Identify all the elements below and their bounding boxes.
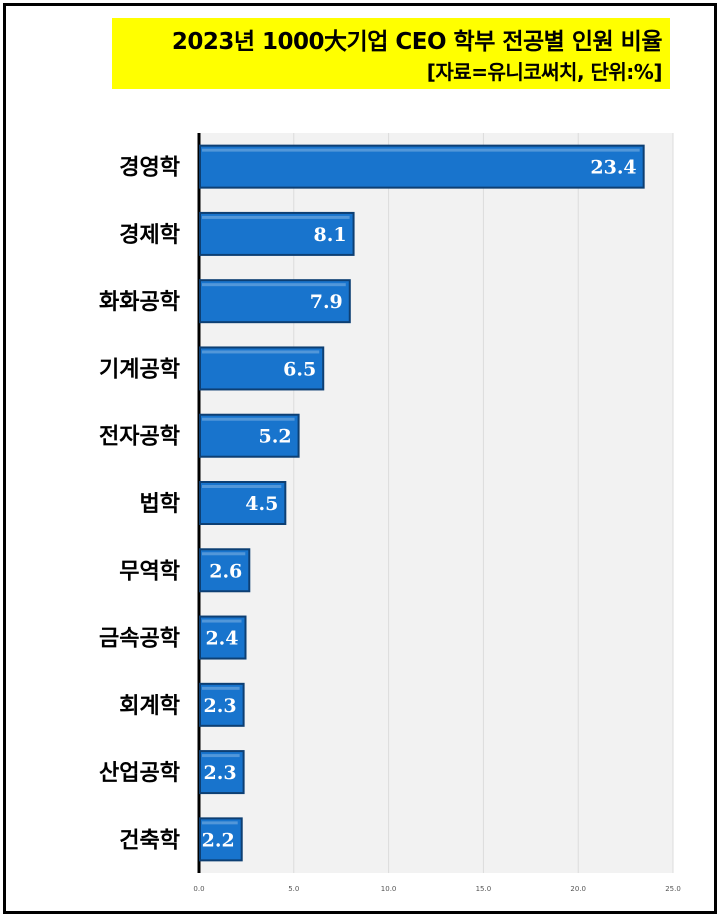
bar-highlight: [202, 552, 246, 556]
bar: [199, 817, 243, 862]
bar: [199, 413, 300, 458]
bar-highlight: [202, 821, 238, 825]
bar-highlight: [202, 215, 350, 219]
bar: [199, 682, 245, 727]
category-label: 회계학: [119, 694, 180, 719]
bar: [199, 750, 245, 795]
bar: [199, 481, 287, 525]
bar-value-label: 8.1: [314, 224, 347, 246]
bar: [199, 548, 251, 593]
chart-title: 2023년 1000大기업 CEO 학부 전공별 인원 비율: [171, 29, 663, 55]
category-label: 경영학: [119, 156, 180, 181]
bar: [199, 346, 325, 391]
x-tick-label: 15.0: [476, 885, 492, 893]
bar: [199, 615, 247, 660]
category-label: 건축학: [119, 828, 180, 853]
bar-value-label: 4.5: [245, 493, 278, 515]
category-label: 기계공학: [99, 357, 180, 382]
bar-value-label: 23.4: [590, 157, 636, 179]
category-label: 법학: [140, 492, 180, 517]
x-tick-label: 10.0: [381, 885, 397, 893]
bar-highlight: [202, 754, 240, 758]
x-tick-label: 20.0: [570, 885, 586, 893]
bar: [199, 279, 351, 324]
category-label: 경제학: [119, 223, 180, 248]
bar-highlight: [202, 686, 240, 690]
bar-value-label: 2.3: [204, 762, 237, 784]
category-label: 금속공학: [99, 627, 180, 652]
bar-value-label: 6.5: [283, 358, 316, 380]
bar-highlight: [202, 350, 320, 354]
bar-value-label: 2.3: [204, 695, 237, 717]
bar-highlight: [202, 619, 242, 623]
bar-highlight: [202, 417, 295, 421]
bar-value-label: 5.2: [259, 426, 292, 448]
bar: [199, 144, 645, 189]
category-label: 무역학: [119, 559, 180, 584]
bar: [199, 211, 355, 256]
chart-subtitle: [자료=유니코써치, 단위:%]: [426, 60, 663, 84]
category-label: 전자공학: [99, 425, 180, 450]
title-highlight: 2023년 1000大기업 CEO 학부 전공별 인원 비율 [자료=유니코써치…: [112, 18, 670, 89]
x-tick-label: 0.0: [193, 885, 204, 893]
bar-highlight: [202, 148, 640, 152]
bar-value-label: 2.6: [209, 560, 242, 582]
x-tick-label: 25.0: [665, 885, 681, 893]
bar-highlight: [202, 485, 282, 488]
category-label: 산업공학: [99, 761, 180, 786]
bar-value-label: 7.9: [310, 291, 343, 313]
bar-value-label: 2.2: [202, 829, 235, 851]
x-tick-label: 5.0: [288, 885, 299, 893]
bar-highlight: [202, 283, 346, 287]
bar-value-label: 2.4: [205, 628, 238, 650]
category-label: 화화공학: [99, 290, 180, 315]
